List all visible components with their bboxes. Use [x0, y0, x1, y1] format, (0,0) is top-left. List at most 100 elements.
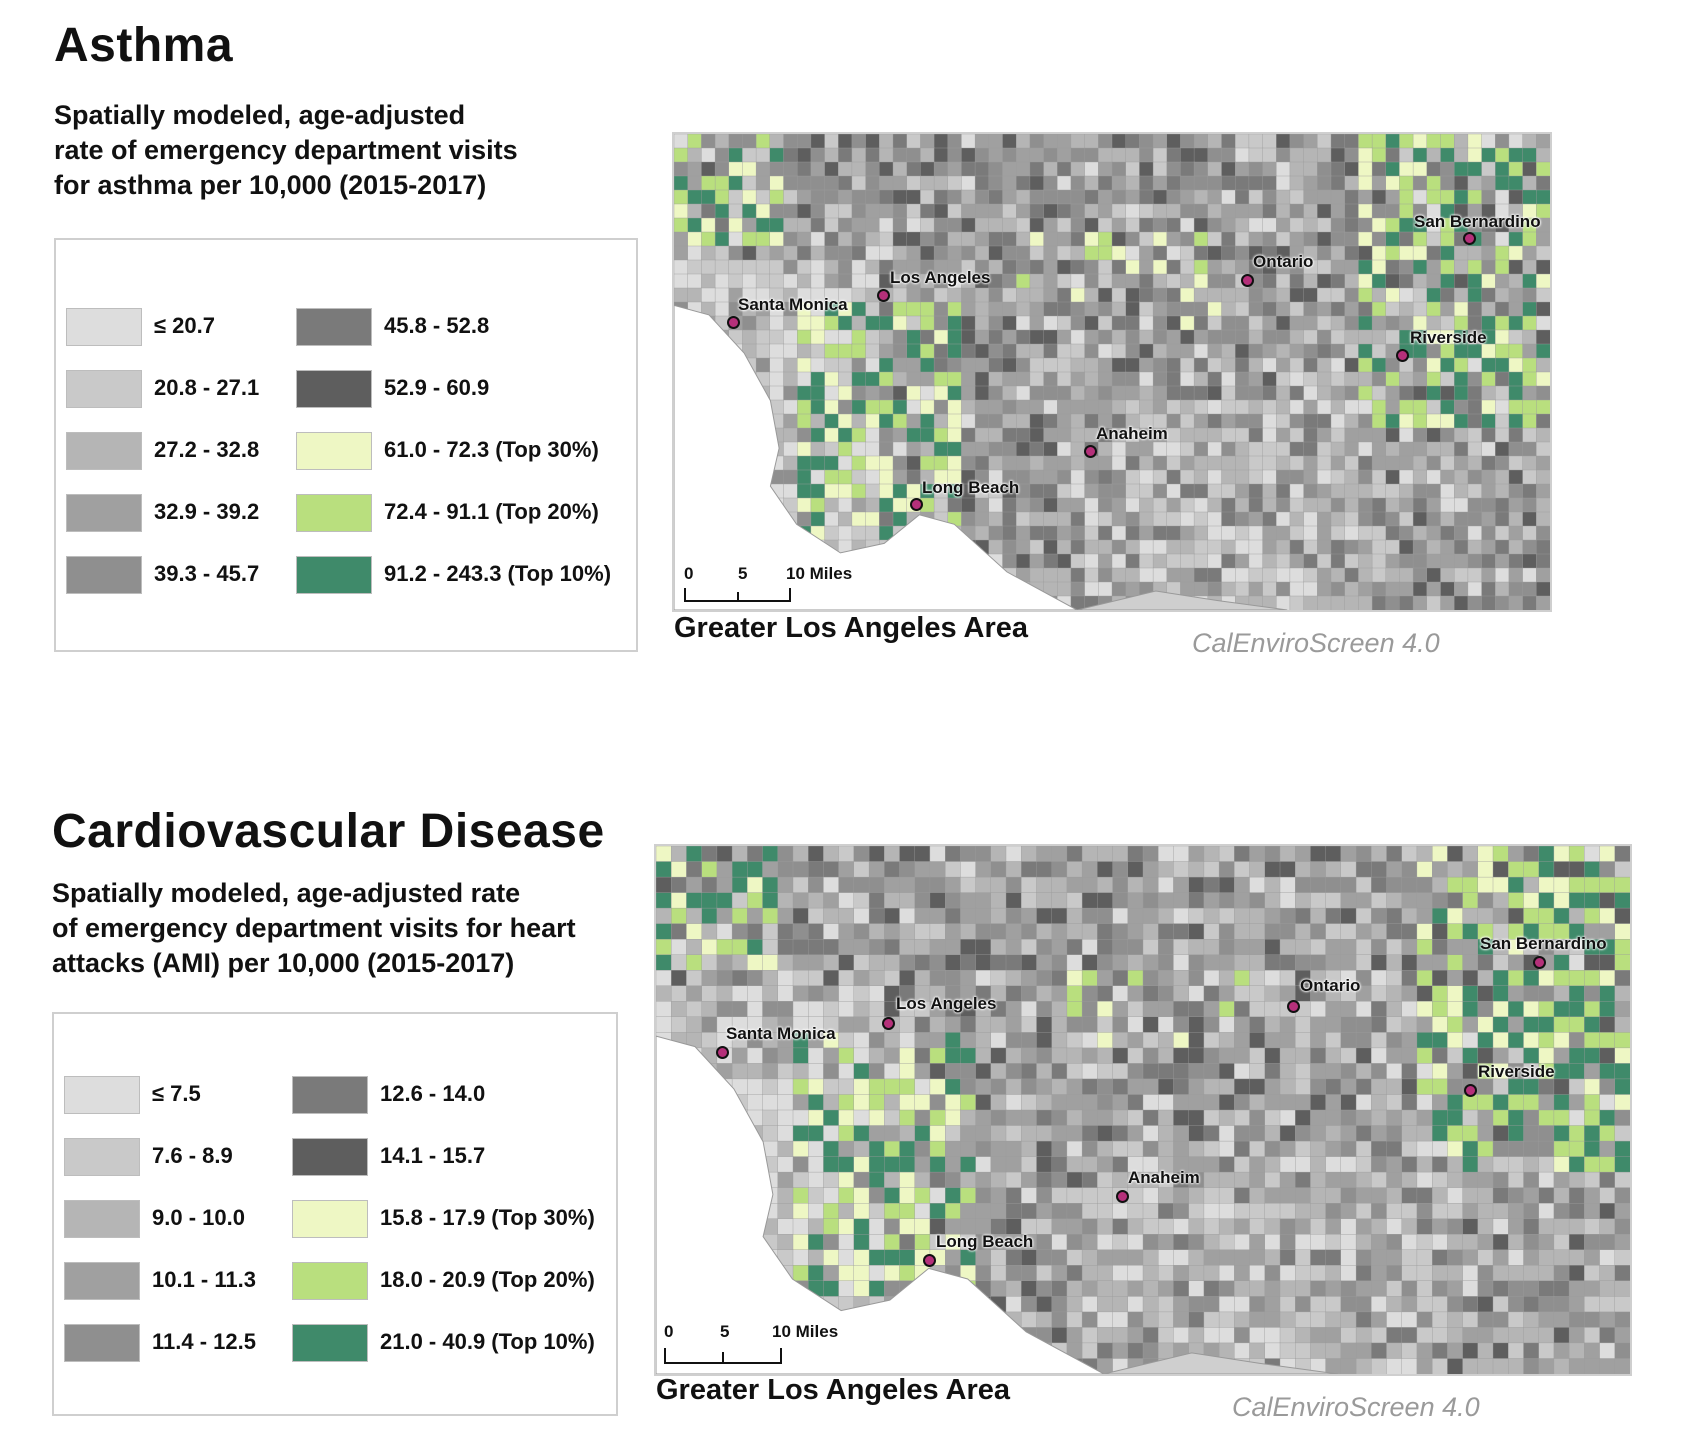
asthma-subtitle: Spatially modeled, age-adjusted rate of …: [54, 98, 518, 203]
legend-label: ≤ 20.7: [154, 313, 216, 338]
cvd-area-label: Greater Los Angeles Area: [656, 1374, 1011, 1406]
legend-label: ≤ 7.5: [152, 1081, 201, 1106]
cvd-subtitle: Spatially modeled, age-adjusted rate of …: [52, 876, 576, 981]
legend-label: 9.0 - 10.0: [152, 1205, 245, 1230]
legend-swatch: [296, 556, 372, 594]
city-label: Los Angeles: [890, 268, 991, 287]
cvd-map-tracts: [656, 846, 1630, 1374]
legend-swatch: [296, 432, 372, 470]
city-marker[interactable]: [1464, 1084, 1477, 1097]
scale-tick: [780, 1348, 782, 1364]
legend-label: 21.0 - 40.9 (Top 10%): [380, 1329, 595, 1354]
asthma-map[interactable]: San Bernardino Ontario Los Angeles Santa…: [672, 132, 1552, 612]
legend-label: 32.9 - 39.2: [154, 499, 260, 524]
scale-tick: [664, 1348, 666, 1364]
scale-label-10: 10 Miles: [772, 1322, 839, 1341]
legend-swatch: [296, 370, 372, 408]
asthma-area-label: Greater Los Angeles Area: [674, 612, 1029, 644]
city-label: Ontario: [1300, 976, 1361, 995]
legend-swatch: [64, 1262, 140, 1300]
city-label: Los Angeles: [896, 994, 997, 1013]
legend-label: 14.1 - 15.7: [380, 1143, 486, 1168]
scale-tick: [789, 588, 791, 602]
city-marker[interactable]: [1463, 232, 1476, 245]
cvd-subtitle-line-3: attacks (AMI) per 10,000 (2015-2017): [52, 948, 515, 978]
scale-tick: [737, 592, 739, 602]
city-marker[interactable]: [910, 498, 923, 511]
asthma-legend: ≤ 20.7 20.8 - 27.1 27.2 - 32.8 32.9 - 39…: [54, 238, 638, 652]
cvd-title: Cardiovascular Disease: [52, 805, 605, 858]
city-marker[interactable]: [716, 1046, 729, 1059]
legend-swatch: [292, 1324, 368, 1362]
legend-swatch: [66, 370, 142, 408]
city-label: Ontario: [1253, 252, 1314, 271]
city-marker[interactable]: [1533, 956, 1546, 969]
legend-label: 20.8 - 27.1: [154, 375, 260, 400]
legend-label: 91.2 - 243.3 (Top 10%): [384, 561, 612, 586]
legend-swatch: [64, 1076, 140, 1114]
legend-label: 72.4 - 91.1 (Top 20%): [384, 499, 599, 524]
city-marker[interactable]: [1287, 1000, 1300, 1013]
city-marker[interactable]: [882, 1017, 895, 1030]
legend-swatch: [64, 1138, 140, 1176]
legend-swatch: [292, 1200, 368, 1238]
city-marker[interactable]: [1241, 274, 1254, 287]
city-marker[interactable]: [923, 1254, 936, 1267]
legend-label: 52.9 - 60.9: [384, 375, 490, 400]
legend-label: 7.6 - 8.9: [152, 1143, 233, 1168]
city-label: Riverside: [1478, 1062, 1555, 1081]
legend-swatch: [64, 1324, 140, 1362]
asthma-subtitle-line-2: rate of emergency department visits: [54, 135, 518, 165]
scale-label-0: 0: [664, 1322, 674, 1341]
legend-swatch: [66, 494, 142, 532]
legend-swatch: [66, 556, 142, 594]
asthma-subtitle-line-1: Spatially modeled, age-adjusted: [54, 100, 466, 130]
scale-label-5: 5: [738, 564, 748, 583]
cvd-map[interactable]: San Bernardino Ontario Los Angeles Santa…: [654, 844, 1632, 1376]
city-label: Santa Monica: [738, 295, 848, 314]
city-marker[interactable]: [1084, 445, 1097, 458]
legend-swatch: [64, 1200, 140, 1238]
scale-label-0: 0: [684, 564, 694, 583]
city-label: Long Beach: [936, 1232, 1034, 1251]
city-marker[interactable]: [727, 316, 740, 329]
asthma-source: CalEnviroScreen 4.0: [1192, 628, 1440, 658]
legend-swatch: [292, 1076, 368, 1114]
asthma-map-tracts: [674, 134, 1550, 610]
cvd-source: CalEnviroScreen 4.0: [1232, 1392, 1480, 1422]
city-label: Riverside: [1410, 328, 1487, 347]
city-marker[interactable]: [1396, 349, 1409, 362]
scale-label-10: 10 Miles: [786, 564, 853, 583]
scale-bar: 0 5 10 Miles: [682, 564, 852, 608]
legend-swatch: [292, 1138, 368, 1176]
scale-bar: 0 5 10 Miles: [662, 1322, 838, 1370]
cvd-subtitle-line-1: Spatially modeled, age-adjusted rate: [52, 878, 521, 908]
legend-label: 10.1 - 11.3: [152, 1267, 256, 1292]
scale-tick: [722, 1352, 724, 1364]
asthma-panel: Asthma Spatially modeled, age-adjusted r…: [0, 0, 1706, 700]
legend-label: 39.3 - 45.7: [154, 561, 260, 586]
asthma-subtitle-line-3: for asthma per 10,000 (2015-2017): [54, 170, 487, 200]
city-label: Anaheim: [1096, 424, 1168, 443]
legend-swatch: [66, 308, 142, 346]
legend-swatch: [296, 308, 372, 346]
legend-swatch: [292, 1262, 368, 1300]
legend-swatch: [296, 494, 372, 532]
city-marker[interactable]: [1116, 1190, 1129, 1203]
city-marker[interactable]: [877, 289, 890, 302]
city-label: Anaheim: [1128, 1168, 1200, 1187]
city-label: San Bernardino: [1414, 212, 1541, 231]
legend-label: 12.6 - 14.0: [380, 1081, 486, 1106]
legend-label: 11.4 - 12.5: [152, 1329, 256, 1354]
scale-tick: [684, 588, 686, 602]
scale-label-5: 5: [720, 1322, 730, 1341]
cvd-subtitle-line-2: of emergency department visits for heart: [52, 913, 576, 943]
asthma-title: Asthma: [54, 19, 234, 72]
legend-swatch: [66, 432, 142, 470]
city-label: Long Beach: [922, 478, 1020, 497]
legend-label: 45.8 - 52.8: [384, 313, 490, 338]
city-label: San Bernardino: [1480, 934, 1607, 953]
city-label: Santa Monica: [726, 1024, 836, 1043]
legend-label: 27.2 - 32.8: [154, 437, 260, 462]
